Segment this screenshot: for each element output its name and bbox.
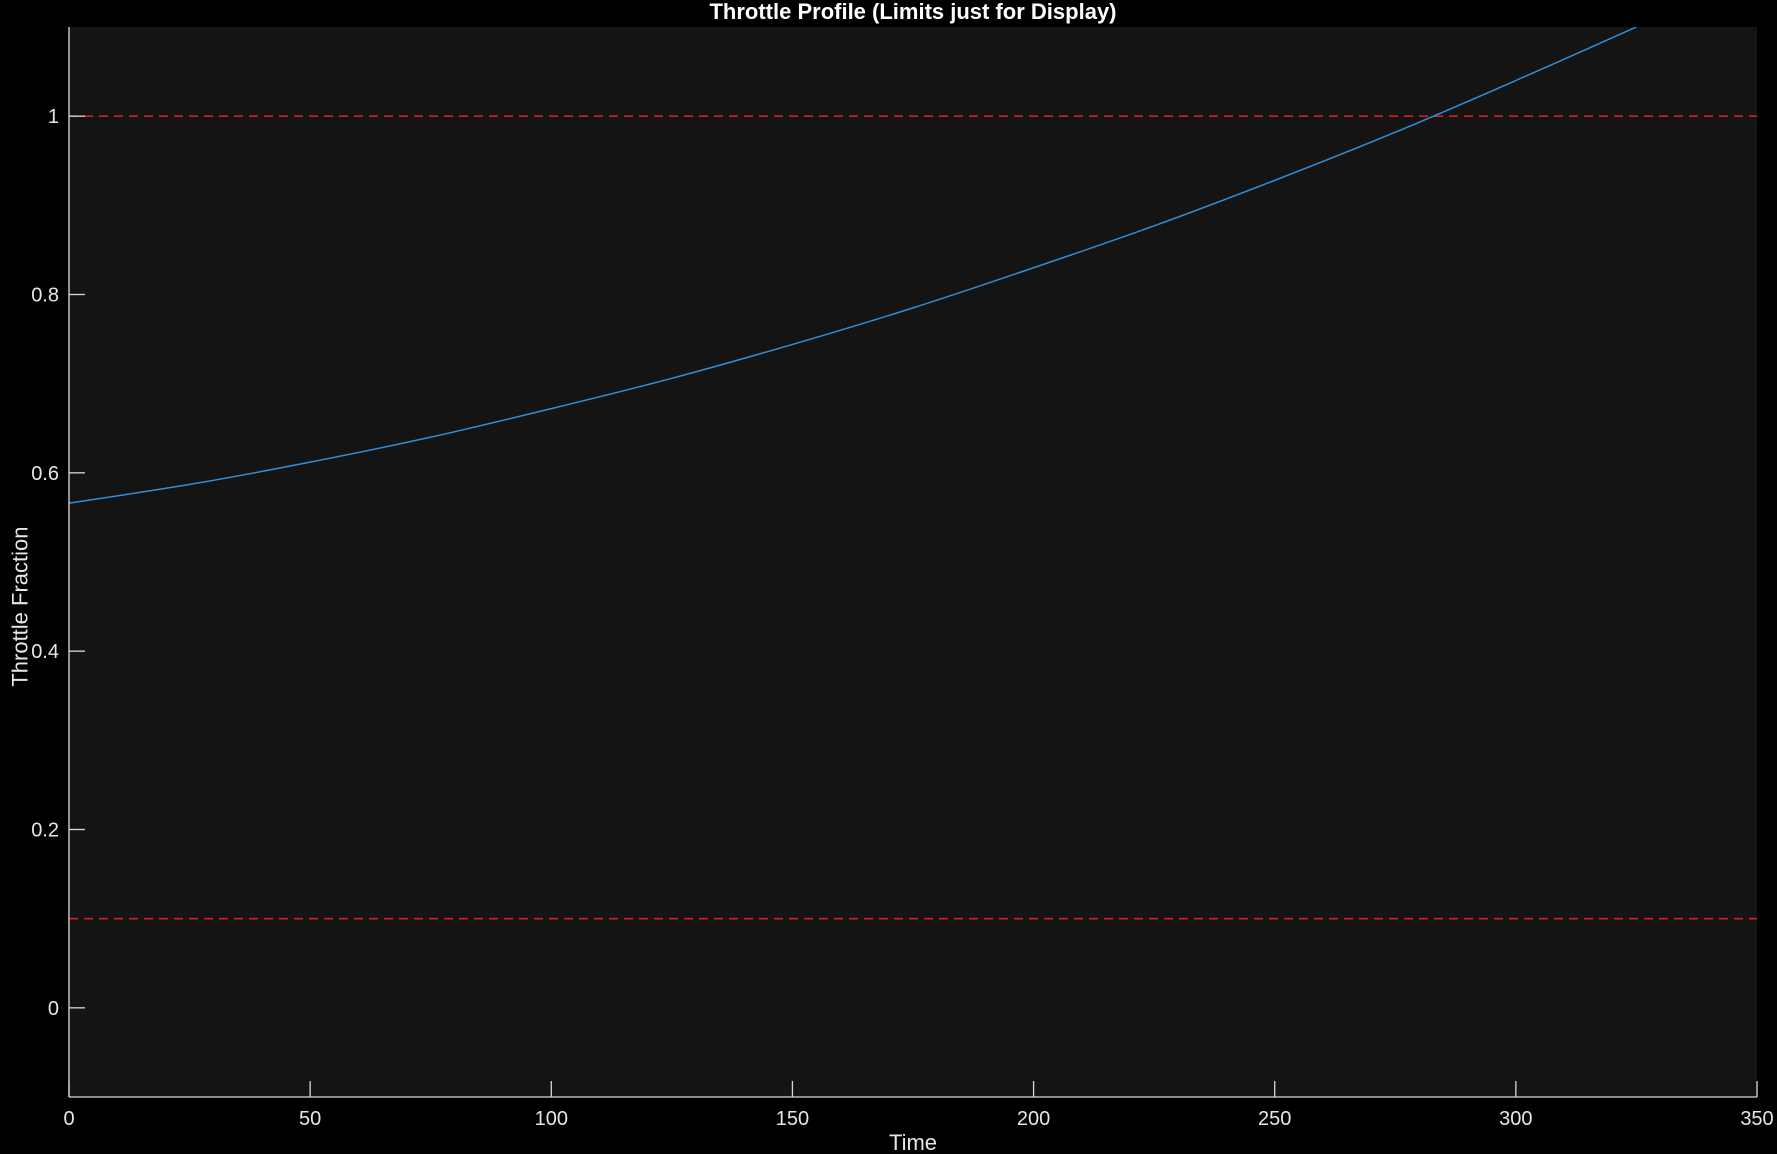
y-tick-label: 0.2 [31, 820, 59, 842]
x-ticks: 0 50 100 150 200 250 300 350 [63, 1081, 1774, 1130]
x-tick-label: 150 [776, 1108, 809, 1130]
y-tick-label: 0.6 [31, 463, 59, 485]
chart-title: Throttle Profile (Limits just for Displa… [709, 0, 1116, 24]
reference-lines [69, 115, 1757, 920]
y-ticks: 0 0.2 0.4 0.6 0.8 1 [31, 106, 85, 1020]
x-axis-label: Time [889, 1130, 937, 1154]
y-tick-label: 1 [48, 106, 59, 128]
x-tick-label: 0 [63, 1108, 74, 1130]
y-tick-label: 0.4 [31, 641, 59, 663]
x-tick-label: 100 [535, 1108, 568, 1130]
y-tick-label: 0 [48, 998, 59, 1020]
x-tick-label: 300 [1499, 1108, 1532, 1130]
x-tick-label: 50 [299, 1108, 321, 1130]
series-layer [69, 27, 1637, 504]
y-axis-label: Throttle Fraction [8, 526, 33, 686]
x-tick-label: 350 [1740, 1108, 1773, 1130]
x-tick-label: 250 [1258, 1108, 1291, 1130]
axes [68, 27, 1757, 1098]
y-tick-label: 0.8 [31, 285, 59, 307]
x-tick-label: 200 [1017, 1108, 1050, 1130]
plot-area [69, 27, 1757, 1097]
series-line-0 [69, 27, 1637, 504]
